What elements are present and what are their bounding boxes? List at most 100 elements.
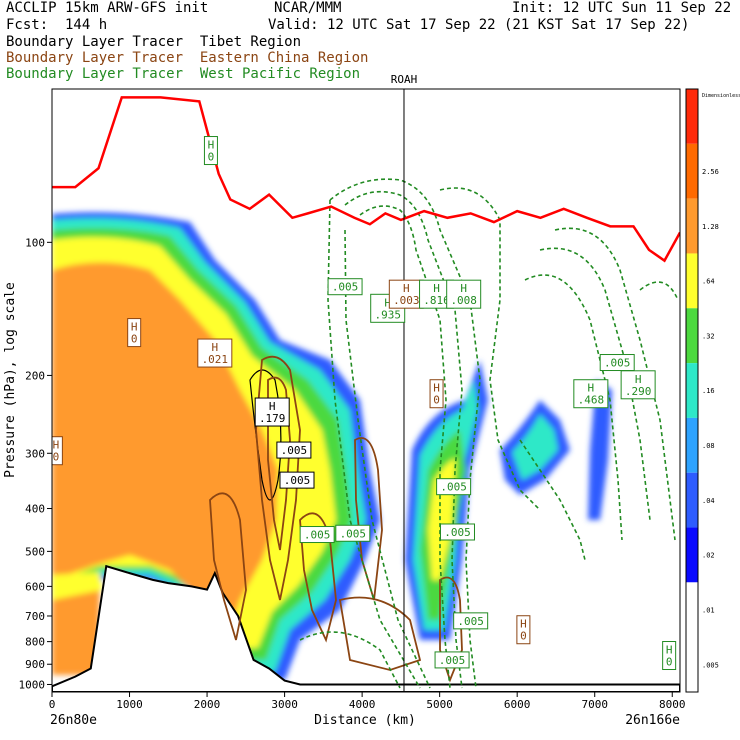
colorbar-label: .08 [702,442,715,450]
y-tick-label: 600 [25,580,45,593]
x-axis-right-end: 26n166e [625,713,680,728]
label-marker: H [635,373,642,386]
extremum-label: .005 [434,651,470,669]
label-box [203,136,218,166]
extremum-label: .005 [335,524,371,542]
label-box [279,471,315,489]
y-tick-label: 700 [25,610,45,623]
plot-frame [51,88,681,693]
legend-tibet: Boundary Layer Tracer Tibet Region [6,34,302,50]
tracer-fill [52,212,612,680]
valid-time: Valid: 12 UTC Sat 17 Sep 22 (21 KST Sat … [268,17,690,33]
colorbar-segment [686,143,698,199]
extremum-label: .005 [436,478,472,496]
label-marker: H [403,282,410,295]
extremum-label: H.179 [254,397,290,427]
legend-west-pacific: Boundary Layer Tracer West Pacific Regio… [6,66,361,82]
colorbar-segment [686,89,698,144]
label-value: .005 [284,474,311,487]
colorbar-label: .16 [702,387,715,395]
eastern-china-contours [209,355,463,683]
label-value: 0 [208,151,215,164]
x-axis-left-end: 26n80e [50,713,97,728]
label-value: .005 [604,357,631,370]
label-box [620,370,656,400]
extrema-labels: H0H0H.021H.179H0.005.005.005.005H.935H.0… [52,136,677,671]
label-box [327,278,363,296]
label-marker: H [269,400,276,413]
label-value: .005 [444,526,471,539]
label-box [434,651,470,669]
extremum-label: .005 [599,354,635,372]
label-marker: H [588,382,595,395]
x-tick-label: 4000 [349,698,376,711]
label-box [276,441,312,459]
extremum-label: H0 [203,136,218,166]
tropopause-line [52,96,680,263]
label-value: .005 [457,615,484,628]
colorbar-segment [686,527,698,583]
label-box [453,612,489,630]
y-axis: 100 200 300 400 500 600 700 800 900 1000 [19,236,52,691]
org-label: NCAR/MMM [274,0,342,16]
label-box [197,338,233,368]
y-tick-label: 800 [25,636,45,649]
label-marker: H [433,382,440,395]
label-box [446,279,482,309]
x-axis-label: Distance (km) [314,713,416,728]
x-tick-label: 3000 [271,698,298,711]
label-value: .003 [393,294,420,307]
label-value: .935 [374,308,401,321]
x-tick-label: 8000 [659,698,686,711]
label-box [599,354,635,372]
colorbar-label: .04 [702,497,715,505]
terrain-line [52,564,680,692]
extremum-label: H0 [662,641,677,671]
y-tick-label: 900 [25,658,45,671]
label-value: 0 [433,394,440,407]
label-value: .005 [439,654,466,667]
model-title: ACCLIP 15km ARW-GFS init [6,0,209,16]
colorbar-segment [686,637,698,692]
label-value: .021 [202,353,229,366]
label-value: .005 [304,529,331,542]
label-marker: H [208,139,215,152]
extremum-label: .005 [276,441,312,459]
label-value: .005 [332,281,359,294]
extremum-label: .005 [439,523,475,541]
label-value: 0 [131,333,138,346]
label-box [335,524,371,542]
label-box [573,379,609,409]
extremum-label: H.008 [446,279,482,309]
x-tick-label: 1000 [116,698,143,711]
y-tick-label: 200 [25,369,45,382]
label-box [52,436,63,466]
extremum-label: H.021 [197,338,233,368]
label-marker: H [433,282,440,295]
label-value: .005 [440,481,467,494]
label-marker: H [212,341,219,354]
label-marker: H [520,618,527,631]
colorbar-segment [686,417,698,473]
colorbar-label: .64 [702,278,715,286]
label-box [299,526,335,544]
label-box [429,379,444,409]
colorbar-label: 1.28 [702,223,719,231]
roah-station-label: ROAH [391,73,418,86]
colorbar-label: .32 [702,332,715,340]
colorbar-label: 2.56 [702,168,719,176]
label-box [127,318,142,348]
label-marker: H [666,644,673,657]
label-marker: H [53,439,60,452]
colorbar-segment [686,363,698,418]
colorbar: Dimensionless 2.56 1.28 .64 .32 .16 .08 .04 .02.… [685,88,740,693]
y-tick-label: 1000 [19,678,46,691]
label-value: .008 [450,294,477,307]
x-tick-label: 7000 [581,698,608,711]
extremum-label: H0 [516,615,531,645]
extremum-label: .005 [299,526,335,544]
label-value: .005 [340,527,367,540]
label-value: .005 [281,444,308,457]
label-value: 0 [53,451,60,464]
